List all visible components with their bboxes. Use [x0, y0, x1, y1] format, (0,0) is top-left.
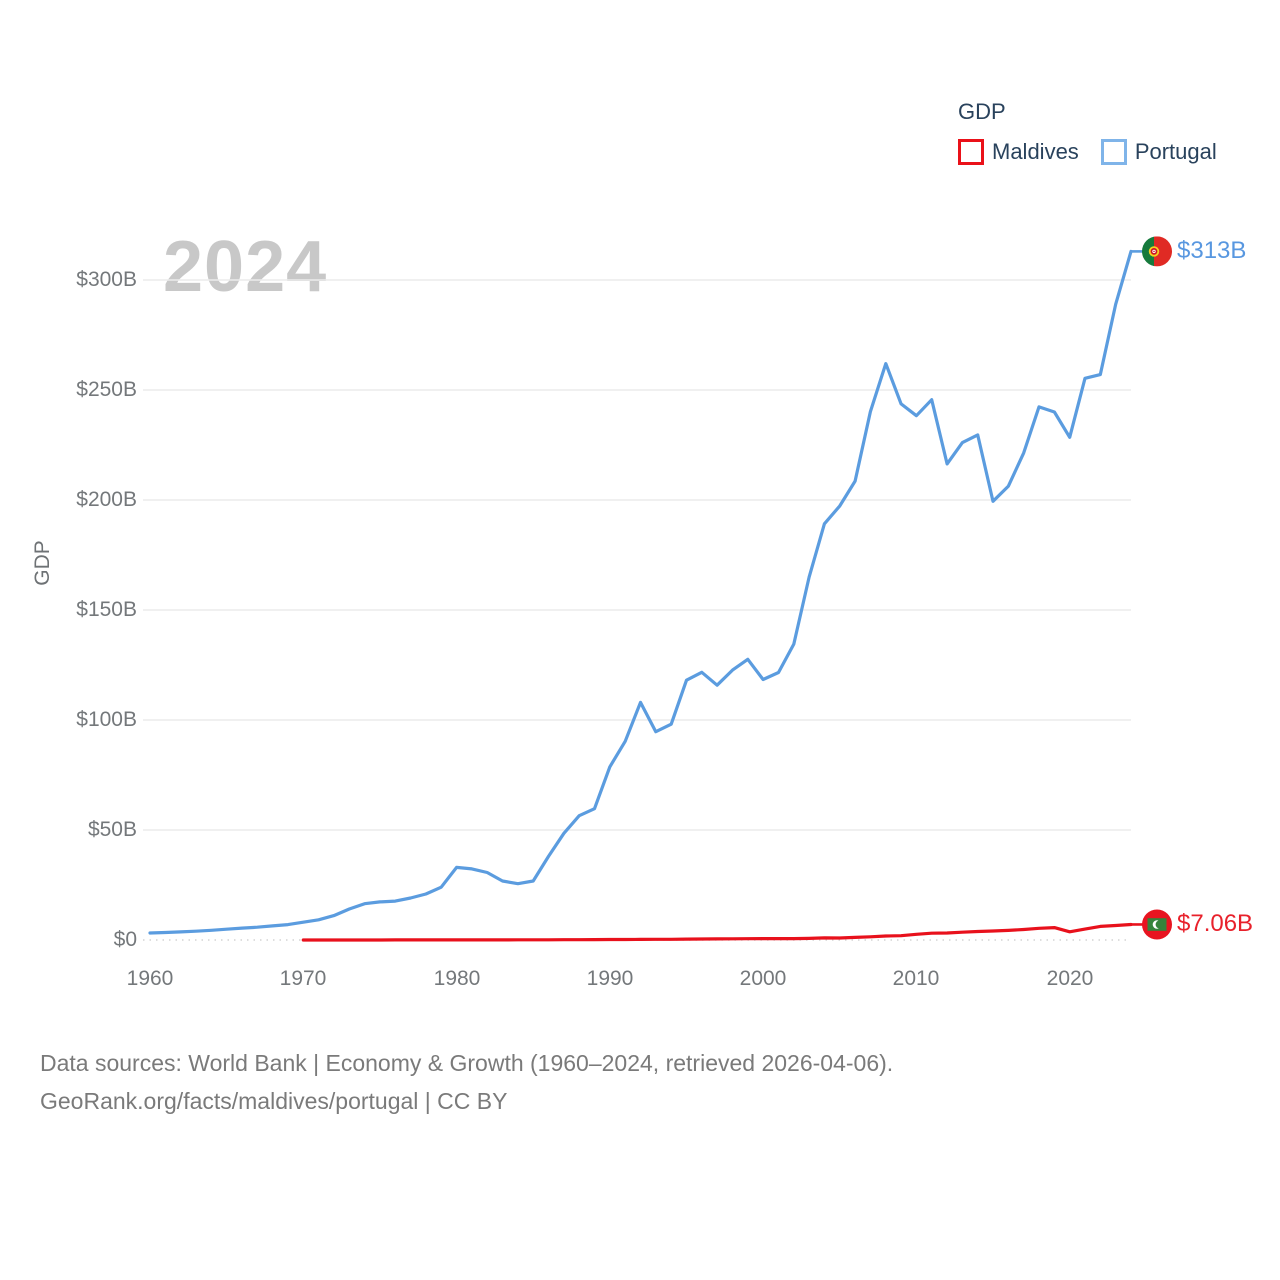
y-tick-100b: $100B — [76, 708, 137, 731]
data-sources-text: Data sources: World Bank | Economy & Gro… — [40, 1050, 894, 1076]
attribution-text: GeoRank.org/facts/maldives/portugal | CC… — [40, 1088, 508, 1114]
y-tick-0: $0 — [113, 928, 137, 951]
y-tick-150b: $150B — [76, 598, 137, 621]
y-tick-300b: $300B — [76, 268, 137, 291]
x-tick-1990: 1990 — [586, 967, 634, 990]
maldives-end-value-label: $7.06B — [1177, 910, 1254, 937]
x-tick-1960: 1960 — [126, 967, 174, 990]
x-tick-2010: 2010 — [892, 967, 940, 990]
maldives-legend-swatch[interactable] — [958, 139, 984, 165]
x-tick-2020: 2020 — [1046, 967, 1094, 990]
portugal-legend-swatch[interactable] — [1100, 139, 1127, 165]
gridlines — [143, 279, 1131, 941]
y-tick-250b: $250B — [76, 378, 137, 401]
y-axis-title: GDP — [31, 540, 54, 586]
series-lines — [148, 249, 1133, 942]
legend: GDP Maldives Portugal — [958, 99, 1217, 165]
end-connectors — [1131, 250, 1143, 926]
maldives-flag-icon — [1142, 909, 1172, 940]
x-tick-2000: 2000 — [739, 967, 787, 990]
y-tick-200b: $200B — [76, 488, 137, 511]
y-tick-50b: $50B — [87, 818, 137, 841]
portugal-end-value-label: $313B — [1177, 237, 1247, 264]
x-tick-1980: 1980 — [433, 967, 481, 990]
legend-title: GDP — [958, 99, 1006, 124]
x-tick-1970: 1970 — [279, 967, 327, 990]
maldives-legend-label[interactable]: Maldives — [992, 139, 1079, 164]
portugal-legend-label[interactable]: Portugal — [1134, 139, 1217, 164]
year-watermark: 2024 — [163, 227, 328, 307]
portugal-flag-icon — [1142, 236, 1172, 267]
